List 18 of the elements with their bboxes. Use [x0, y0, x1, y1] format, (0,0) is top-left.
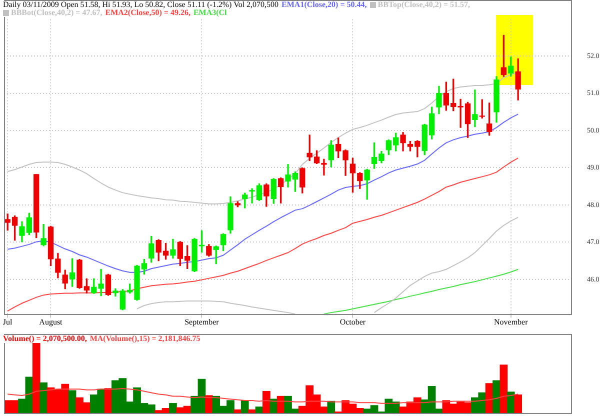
x-tick-label: November	[494, 318, 528, 327]
chart-title: Daily 03/11/2009 Open 51.58, Hi 51.93, Lo 50.82, Close 51.11 (-1.2%) Vol 2,070,500	[3, 0, 279, 9]
text: EMA1(Close,20) = 50.44,	[282, 0, 367, 9]
x-tick-label: August	[39, 318, 64, 327]
candlestick	[472, 90, 478, 128]
x-tick-label: Jul	[2, 318, 14, 327]
legend-label: BBTop(Close,40,2) = 51.57,	[378, 0, 470, 9]
bar	[32, 343, 40, 414]
bar	[514, 394, 522, 414]
bar	[40, 382, 48, 414]
text: MA(Volume(),15) = 2,181,846.75	[90, 334, 200, 343]
text: EMA2(Close,50) = 49.26,	[105, 8, 190, 17]
legend-label: BBBot(Close,40,2) = 47.67,	[11, 8, 102, 17]
x-tick-label: September	[184, 318, 220, 327]
x-tick-label: October	[340, 318, 366, 327]
candlestick	[321, 158, 327, 176]
text: EMA3(Cl	[193, 8, 227, 17]
series-label: Volume() = 2,070,500.00,	[3, 334, 87, 343]
